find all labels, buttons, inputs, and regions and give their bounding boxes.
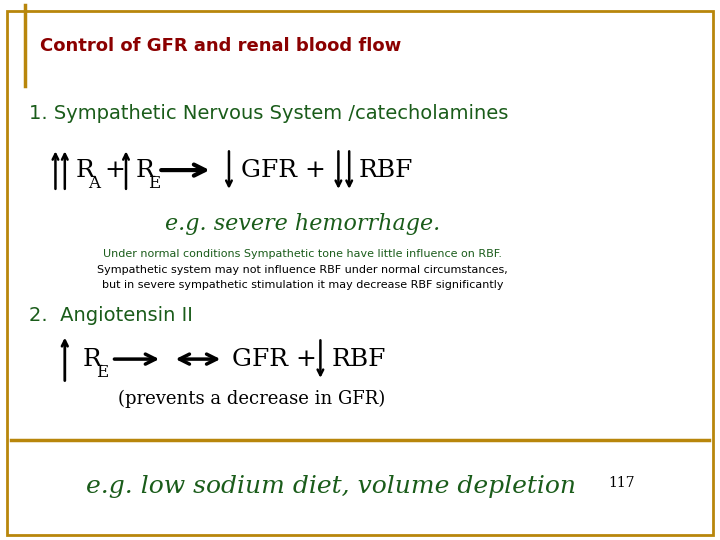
Text: Control of GFR and renal blood flow: Control of GFR and renal blood flow — [40, 37, 401, 55]
Text: RBF: RBF — [359, 159, 413, 181]
Text: GFR +: GFR + — [232, 348, 317, 370]
Text: 2.  Angiotensin II: 2. Angiotensin II — [29, 306, 193, 326]
Text: (prevents a decrease in GFR): (prevents a decrease in GFR) — [118, 389, 386, 408]
Text: E: E — [148, 175, 160, 192]
Text: but in severe sympathetic stimulation it may decrease RBF significantly: but in severe sympathetic stimulation it… — [102, 280, 503, 290]
Text: E: E — [96, 364, 108, 381]
Text: Under normal conditions Sympathetic tone have little influence on RBF.: Under normal conditions Sympathetic tone… — [103, 249, 502, 259]
Text: 1. Sympathetic Nervous System /catecholamines: 1. Sympathetic Nervous System /catechola… — [29, 104, 508, 123]
Text: R: R — [135, 159, 154, 181]
Text: Sympathetic system may not influence RBF under normal circumstances,: Sympathetic system may not influence RBF… — [97, 265, 508, 275]
Text: e.g. severe hemorrhage.: e.g. severe hemorrhage. — [165, 213, 440, 235]
Text: A: A — [88, 175, 100, 192]
Text: +: + — [97, 159, 126, 181]
Text: GFR +: GFR + — [241, 159, 334, 181]
Text: RBF: RBF — [331, 348, 386, 370]
Text: R: R — [83, 348, 102, 370]
Text: R: R — [76, 159, 94, 181]
Text: 117: 117 — [608, 476, 635, 490]
Text: e.g. low sodium diet, volume depletion: e.g. low sodium diet, volume depletion — [86, 475, 576, 497]
